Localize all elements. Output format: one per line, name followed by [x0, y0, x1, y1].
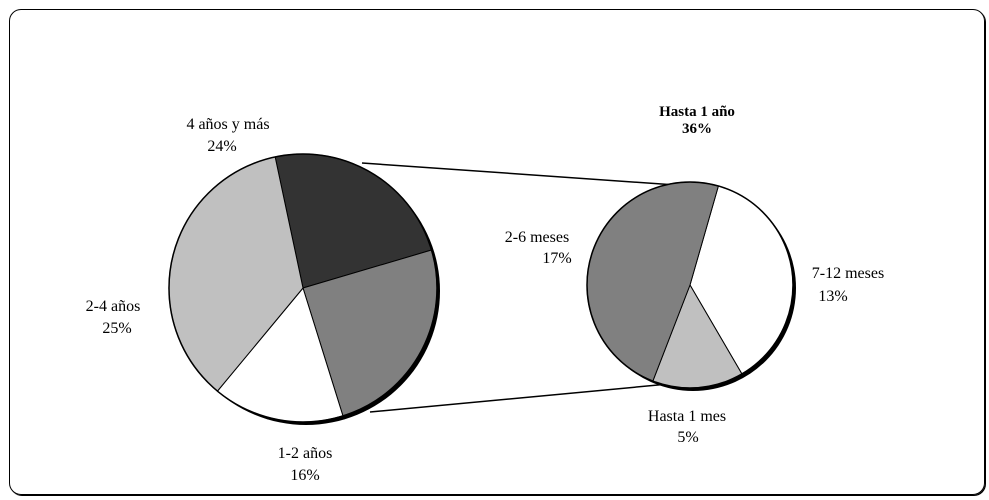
- slice-label-2-6-meses: 2-6 meses: [505, 229, 569, 246]
- main-pie: [168, 153, 440, 425]
- breakout-title: Hasta 1 año: [659, 104, 735, 120]
- breakout-outline: [586, 181, 794, 389]
- main-outline: [168, 153, 438, 423]
- chart-frame: [9, 9, 985, 495]
- slice-value-7-12-meses: 13%: [818, 288, 847, 305]
- slice-label-hasta-1-mes: Hasta 1 mes: [648, 408, 726, 425]
- slice-value-2-4-anos: 25%: [102, 320, 131, 337]
- breakout-pie: [586, 181, 796, 391]
- slice-value-hasta-1-mes: 5%: [677, 429, 698, 446]
- connector-line-top: [361, 162, 691, 187]
- slice-label-2-4-anos: 2-4 años: [86, 298, 141, 315]
- breakout-title-value: 36%: [682, 121, 712, 137]
- slice-value-1-2-anos: 16%: [290, 467, 319, 484]
- slice-value-4-anos-y-mas: 24%: [207, 138, 236, 155]
- slice-label-4-anos-y-mas: 4 años y más: [186, 116, 269, 133]
- slice-value-2-6-meses: 17%: [542, 250, 571, 267]
- slice-label-1-2-anos: 1-2 años: [278, 445, 333, 462]
- slice-label-7-12-meses: 7-12 meses: [812, 265, 884, 282]
